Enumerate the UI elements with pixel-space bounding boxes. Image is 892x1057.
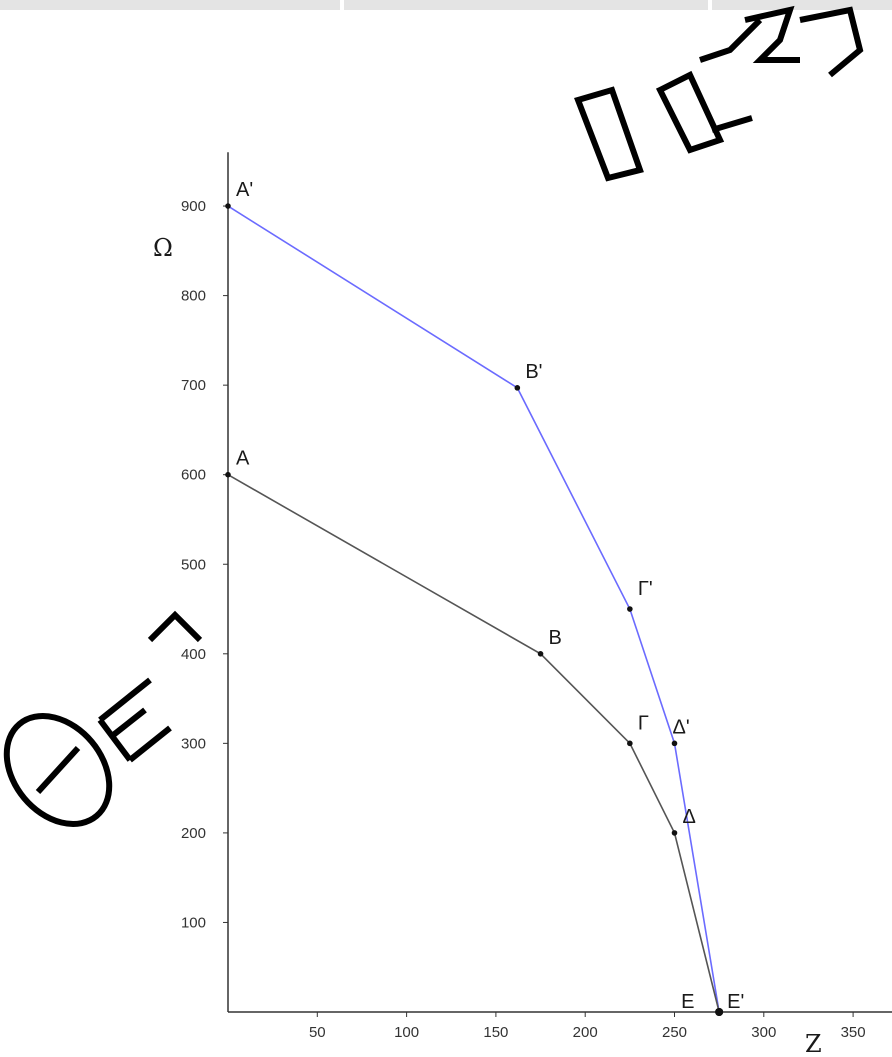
point-label: B' bbox=[525, 361, 542, 383]
watermark-glyph bbox=[35, 745, 81, 795]
x-tick-label: 150 bbox=[483, 1024, 508, 1041]
watermark-glyph bbox=[799, 6, 864, 78]
point-label: Γ' bbox=[638, 578, 653, 600]
point-label: Γ bbox=[638, 712, 649, 734]
watermark-glyph bbox=[147, 610, 203, 643]
point-label: Δ bbox=[683, 806, 696, 828]
point-label: E bbox=[681, 991, 694, 1013]
series-points bbox=[225, 203, 724, 1016]
x-tick-label: 200 bbox=[573, 1024, 598, 1041]
data-point bbox=[627, 606, 633, 612]
toolbar-cell bbox=[0, 0, 340, 10]
data-point bbox=[627, 740, 633, 747]
x-tick-label: 50 bbox=[309, 1024, 326, 1041]
x-axis-label: Z bbox=[805, 1030, 822, 1057]
x-tick-label: 350 bbox=[841, 1024, 866, 1041]
point-label: Δ' bbox=[673, 716, 690, 738]
toolbar-cell bbox=[712, 0, 892, 10]
point-label: B bbox=[549, 627, 562, 649]
y-tick-label: 400 bbox=[181, 646, 206, 663]
data-point bbox=[514, 385, 521, 391]
watermark-glyph bbox=[3, 713, 113, 827]
x-tick-label: 300 bbox=[751, 1024, 776, 1041]
x-tick-label: 100 bbox=[394, 1024, 419, 1041]
y-axis-label: Ω bbox=[153, 234, 173, 262]
x-tick-label: 250 bbox=[662, 1024, 687, 1041]
y-tick-label: 600 bbox=[181, 467, 206, 484]
data-point bbox=[715, 1008, 724, 1016]
top-toolbar-strip bbox=[0, 0, 892, 10]
data-point bbox=[225, 471, 231, 478]
watermark-glyphs bbox=[3, 5, 864, 827]
data-point bbox=[225, 203, 231, 209]
watermark-glyph bbox=[699, 17, 763, 133]
point-label: A' bbox=[236, 179, 253, 201]
y-tick-label: 900 bbox=[181, 198, 206, 215]
watermark-glyph bbox=[744, 5, 800, 63]
point-label: E' bbox=[727, 991, 744, 1013]
point-label: A bbox=[236, 448, 250, 470]
y-tick-label: 700 bbox=[181, 377, 206, 394]
watermark-glyph bbox=[655, 70, 725, 154]
y-tick-label: 800 bbox=[181, 288, 206, 305]
toolbar-cell bbox=[344, 0, 708, 10]
point-labels: A' B' Γ' Δ' E' A B Γ Δ E bbox=[236, 179, 744, 1013]
watermark-glyph bbox=[574, 86, 644, 182]
tick-labels: 50 100 150 200 250 300 350 100 200 300 400 500 600 70… bbox=[181, 198, 866, 1041]
data-point bbox=[671, 830, 678, 836]
y-tick-label: 200 bbox=[181, 825, 206, 842]
y-tick-label: 500 bbox=[181, 556, 206, 573]
y-tick-label: 300 bbox=[181, 735, 206, 752]
data-point bbox=[537, 651, 544, 657]
y-tick-label: 100 bbox=[181, 914, 206, 931]
data-point bbox=[671, 740, 678, 747]
watermark-glyph bbox=[97, 677, 172, 763]
